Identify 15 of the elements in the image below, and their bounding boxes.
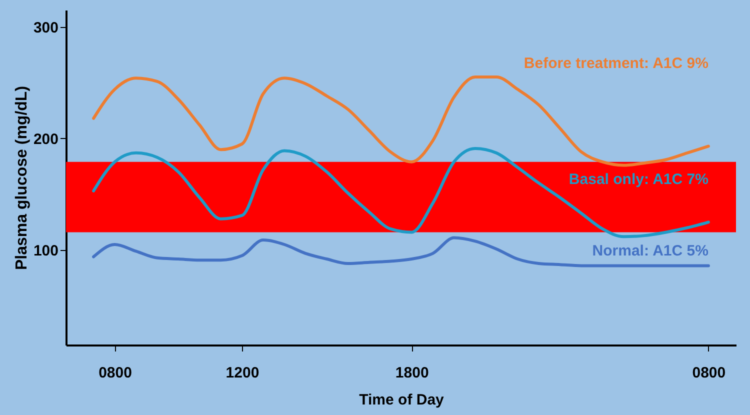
x-tick-label: 1200	[226, 364, 260, 382]
x-tick-label: 0800	[98, 364, 132, 382]
series-label: Before treatment: A1C 9%	[524, 55, 708, 72]
y-axis-title: Plasma glucose (mg/dL)	[13, 86, 30, 270]
y-tick-label: 100	[33, 242, 58, 260]
series-label: Normal: A1C 5%	[592, 242, 708, 260]
y-tick-label: 300	[33, 19, 58, 36]
y-tick-label: 200	[33, 130, 58, 148]
line-series	[92, 76, 710, 167]
series-label: Basal only: A1C 7%	[568, 171, 708, 188]
x-tick-label: 0800	[692, 364, 726, 382]
line-series	[92, 146, 710, 238]
x-axis-title: Time of Day	[359, 392, 445, 408]
x-tick-label: 1800	[395, 364, 429, 382]
line-series	[92, 236, 710, 268]
